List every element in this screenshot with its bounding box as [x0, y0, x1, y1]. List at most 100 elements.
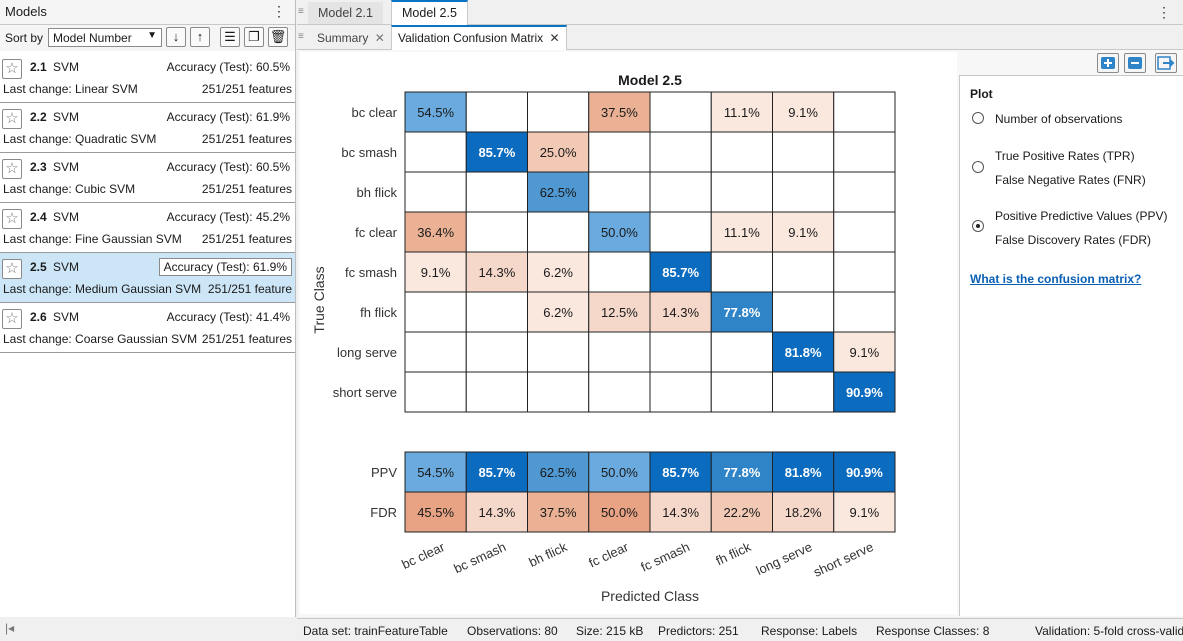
- cell-value: 50.0%: [601, 225, 638, 240]
- duplicate-model-button[interactable]: ❐: [244, 27, 264, 47]
- delete-model-button[interactable]: 🗑: [268, 27, 288, 47]
- x-tick-label: bh flick: [526, 539, 569, 570]
- matrix-cell: [588, 371, 651, 413]
- model-item-2-4[interactable]: ☆ 2.4 SVM Accuracy (Test): 45.2% Last ch…: [0, 203, 295, 253]
- star-icon[interactable]: ☆: [2, 259, 22, 279]
- matrix-cell: [833, 371, 896, 413]
- summary-value: 9.1%: [850, 505, 880, 520]
- model-item-2-2[interactable]: ☆ 2.2 SVM Accuracy (Test): 61.9% Last ch…: [0, 103, 295, 153]
- cell-value: 6.2%: [543, 265, 573, 280]
- summary-value: 54.5%: [417, 465, 454, 480]
- model-accuracy: Accuracy (Test): 61.9%: [158, 258, 292, 276]
- model-features: 251/251 features: [201, 132, 292, 146]
- summary-cell: [404, 491, 467, 533]
- matrix-cell: [527, 251, 590, 293]
- row-label: fh flick: [360, 305, 397, 320]
- summary-row-label: FDR: [370, 505, 397, 520]
- cell-value: 12.5%: [601, 305, 638, 320]
- matrix-cell: [833, 291, 896, 333]
- summary-cell: [527, 491, 590, 533]
- matrix-cell: [772, 371, 835, 413]
- matrix-cell: [588, 331, 651, 373]
- option-label: False Negative Rates (FNR): [995, 173, 1146, 187]
- radio-number-of-observations[interactable]: [972, 112, 984, 124]
- model-item-2-1[interactable]: ☆ 2.1 SVM Accuracy (Test): 60.5% Last ch…: [0, 53, 295, 103]
- sort-dropdown[interactable]: Model Number ▼: [48, 28, 162, 47]
- tab-model-2-5[interactable]: Model 2.5: [391, 0, 468, 26]
- matrix-cell: [404, 91, 467, 133]
- zoom-out-button[interactable]: [1124, 53, 1146, 73]
- matrix-cell: [527, 211, 590, 253]
- tab-summary[interactable]: Summary ✕: [311, 27, 391, 49]
- model-features: 251/251 features: [201, 182, 292, 196]
- model-accuracy: Accuracy (Test): 60.5%: [166, 160, 290, 174]
- model-item-2-5[interactable]: ☆ 2.5 SVM Accuracy (Test): 61.9% Last ch…: [0, 253, 295, 303]
- list-icon: ☰: [224, 29, 236, 44]
- matrix-cell: [465, 171, 528, 213]
- star-icon[interactable]: ☆: [2, 109, 22, 129]
- star-icon[interactable]: ☆: [2, 209, 22, 229]
- matrix-cell: [465, 211, 528, 253]
- matrix-cell: [588, 171, 651, 213]
- sort-ascending-button[interactable]: ↑: [190, 27, 210, 47]
- close-icon[interactable]: ✕: [549, 31, 560, 45]
- cell-value: 36.4%: [417, 225, 454, 240]
- tab-validation-confusion-matrix[interactable]: Validation Confusion Matrix ✕: [391, 25, 567, 51]
- model-number: 2.5: [30, 260, 47, 274]
- tab-menu-icon[interactable]: ⋮: [1157, 4, 1171, 20]
- model-accuracy: Accuracy (Test): 61.9%: [166, 110, 290, 124]
- confusion-matrix-chart: Model 2.5 bc clear 54.5% 37.5% 11.1% 9.1%bc …: [311, 72, 896, 604]
- option-label: True Positive Rates (TPR): [995, 149, 1135, 163]
- confusion-matrix-help-link[interactable]: What is the confusion matrix?: [970, 272, 1142, 286]
- row-label: long serve: [337, 345, 397, 360]
- close-icon[interactable]: ✕: [374, 31, 385, 45]
- matrix-cell: [710, 371, 773, 413]
- model-item-2-3[interactable]: ☆ 2.3 SVM Accuracy (Test): 60.5% Last ch…: [0, 153, 295, 203]
- star-icon[interactable]: ☆: [2, 159, 22, 179]
- radio-tpr-fnr[interactable]: [972, 161, 984, 173]
- star-icon[interactable]: ☆: [2, 59, 22, 79]
- summary-value: 18.2%: [785, 505, 822, 520]
- x-tick-label: short serve: [811, 539, 876, 580]
- matrix-cell: [588, 251, 651, 293]
- cell-value: 9.1%: [421, 265, 451, 280]
- left-panel-footer: |◂: [0, 618, 295, 640]
- model-number: 2.6: [30, 310, 47, 324]
- matrix-cell: [649, 291, 712, 333]
- collapse-panel-icon[interactable]: |◂: [5, 621, 15, 635]
- model-accuracy: Accuracy (Test): 45.2%: [166, 210, 290, 224]
- x-tick-label: bc clear: [399, 539, 447, 572]
- matrix-cell: [833, 331, 896, 373]
- matrix-cell: [772, 291, 835, 333]
- option-label: False Discovery Rates (FDR): [995, 233, 1152, 247]
- cell-value: 9.1%: [850, 345, 880, 360]
- summary-view-button[interactable]: ☰: [220, 27, 240, 47]
- matrix-cell: [465, 91, 528, 133]
- matrix-cell: [404, 371, 467, 413]
- drag-grip-icon[interactable]: ≡: [298, 6, 304, 17]
- star-icon[interactable]: ☆: [2, 309, 22, 329]
- drag-grip-icon[interactable]: ≡: [298, 31, 304, 42]
- summary-cell: [404, 451, 467, 493]
- matrix-cell: [527, 371, 590, 413]
- matrix-cell: [527, 171, 590, 213]
- matrix-cell: [527, 331, 590, 373]
- matrix-cell: [710, 251, 773, 293]
- row-label: bc smash: [341, 145, 397, 160]
- export-plot-button[interactable]: [1155, 53, 1177, 73]
- sort-descending-button[interactable]: ↓: [166, 27, 186, 47]
- matrix-cell: [710, 131, 773, 173]
- cell-value: 85.7%: [662, 265, 699, 280]
- summary-value: 85.7%: [662, 465, 699, 480]
- model-last-change: Last change: Coarse Gaussian SVM: [3, 332, 198, 346]
- model-item-2-6[interactable]: ☆ 2.6 SVM Accuracy (Test): 41.4% Last ch…: [0, 303, 295, 353]
- sort-label: Sort by: [5, 31, 44, 45]
- radio-ppv-fdr[interactable]: [972, 220, 984, 232]
- x-tick-label: fh flick: [713, 539, 753, 568]
- tab-model-2-1[interactable]: Model 2.1: [308, 2, 383, 24]
- zoom-in-button[interactable]: [1097, 53, 1119, 73]
- models-title: Models: [5, 4, 47, 19]
- models-menu-icon[interactable]: ⋮: [272, 3, 286, 19]
- matrix-cell: [710, 171, 773, 213]
- x-tick-label: fc smash: [638, 539, 691, 575]
